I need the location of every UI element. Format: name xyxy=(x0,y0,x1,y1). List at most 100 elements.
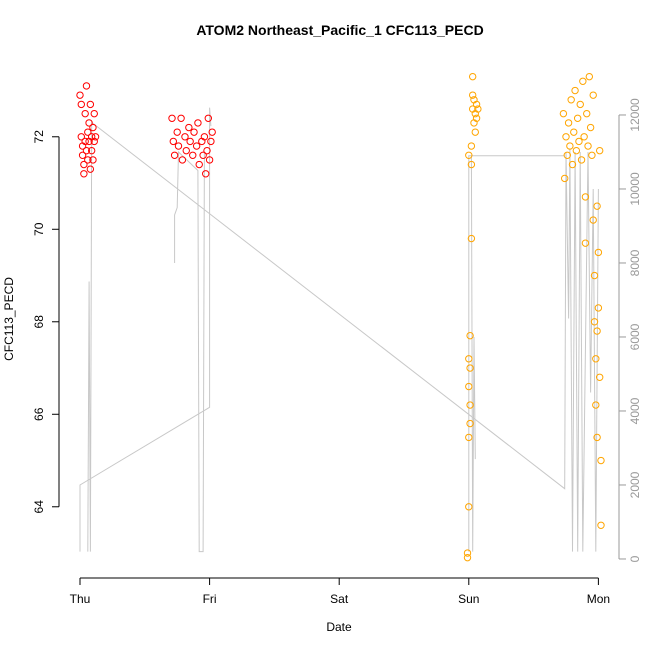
point xyxy=(202,170,210,178)
point xyxy=(82,82,91,90)
point xyxy=(77,100,85,109)
point xyxy=(89,156,97,164)
point xyxy=(566,142,574,150)
point xyxy=(178,156,187,164)
point xyxy=(190,128,198,136)
point xyxy=(463,549,472,557)
point xyxy=(570,128,578,136)
point xyxy=(91,133,100,141)
point xyxy=(207,137,215,146)
point xyxy=(80,170,88,178)
point xyxy=(185,123,193,132)
point xyxy=(194,119,202,127)
point xyxy=(593,202,601,210)
point xyxy=(581,193,590,201)
point xyxy=(189,151,197,159)
point xyxy=(572,146,581,155)
point xyxy=(87,146,96,155)
y2-tick-label: 6000 xyxy=(628,323,642,350)
line xyxy=(79,107,599,553)
point xyxy=(86,100,95,109)
point xyxy=(597,456,605,465)
point xyxy=(472,100,481,109)
y-tick-label: 72 xyxy=(32,130,46,144)
y-tick-label: 70 xyxy=(32,222,46,236)
point xyxy=(577,156,586,164)
x-axis-label: Date xyxy=(326,620,352,634)
point xyxy=(78,151,87,159)
point xyxy=(593,433,601,442)
point xyxy=(580,133,588,141)
point xyxy=(84,156,92,164)
point xyxy=(169,137,178,146)
point xyxy=(186,137,194,146)
point xyxy=(466,331,474,340)
x-tick-label: Thu xyxy=(70,592,91,606)
point xyxy=(594,304,603,312)
point xyxy=(595,146,604,155)
point xyxy=(203,146,211,155)
point xyxy=(177,114,185,122)
point xyxy=(467,142,476,150)
point xyxy=(597,521,605,529)
y-tick-label: 64 xyxy=(32,500,46,514)
y2-tick-label: 0 xyxy=(628,555,642,562)
point xyxy=(568,160,577,169)
x-tick-label: Sun xyxy=(458,592,479,606)
x-tick-label: Fri xyxy=(203,592,217,606)
x-tick-label: Mon xyxy=(587,592,610,606)
point xyxy=(592,355,600,363)
point xyxy=(466,364,474,372)
point xyxy=(81,137,89,146)
point xyxy=(463,553,472,562)
point xyxy=(593,327,601,335)
point xyxy=(208,128,216,136)
point xyxy=(468,91,477,99)
point xyxy=(579,77,587,85)
point xyxy=(560,174,569,183)
point xyxy=(204,114,212,122)
point xyxy=(567,96,575,104)
point xyxy=(90,109,98,118)
point xyxy=(182,146,190,155)
point xyxy=(590,318,599,326)
point xyxy=(84,128,92,136)
point xyxy=(85,119,93,127)
point xyxy=(80,160,88,169)
point xyxy=(168,114,176,122)
point xyxy=(585,72,594,81)
point xyxy=(465,503,473,511)
point xyxy=(589,91,597,99)
point xyxy=(576,100,584,109)
y2-tick-label: 10000 xyxy=(628,172,642,206)
y2-tick-label: 2000 xyxy=(628,471,642,498)
point xyxy=(90,137,98,146)
point xyxy=(195,160,203,169)
point xyxy=(468,72,477,81)
point xyxy=(466,419,474,428)
point xyxy=(82,146,91,155)
point xyxy=(594,248,603,257)
point xyxy=(465,433,473,442)
point xyxy=(76,91,84,99)
y-axis-label: CFC113_PECD xyxy=(2,277,16,361)
point xyxy=(466,401,474,409)
point xyxy=(575,137,583,146)
point xyxy=(559,109,568,118)
point xyxy=(173,128,181,136)
point xyxy=(205,156,214,164)
point xyxy=(465,151,473,159)
point xyxy=(573,114,582,122)
point xyxy=(77,133,85,141)
point xyxy=(592,401,600,409)
point xyxy=(562,133,570,141)
point xyxy=(586,123,595,132)
point xyxy=(474,105,482,113)
point xyxy=(590,271,599,280)
point xyxy=(89,123,97,132)
point xyxy=(170,151,179,159)
point xyxy=(192,142,201,150)
point xyxy=(174,142,183,150)
